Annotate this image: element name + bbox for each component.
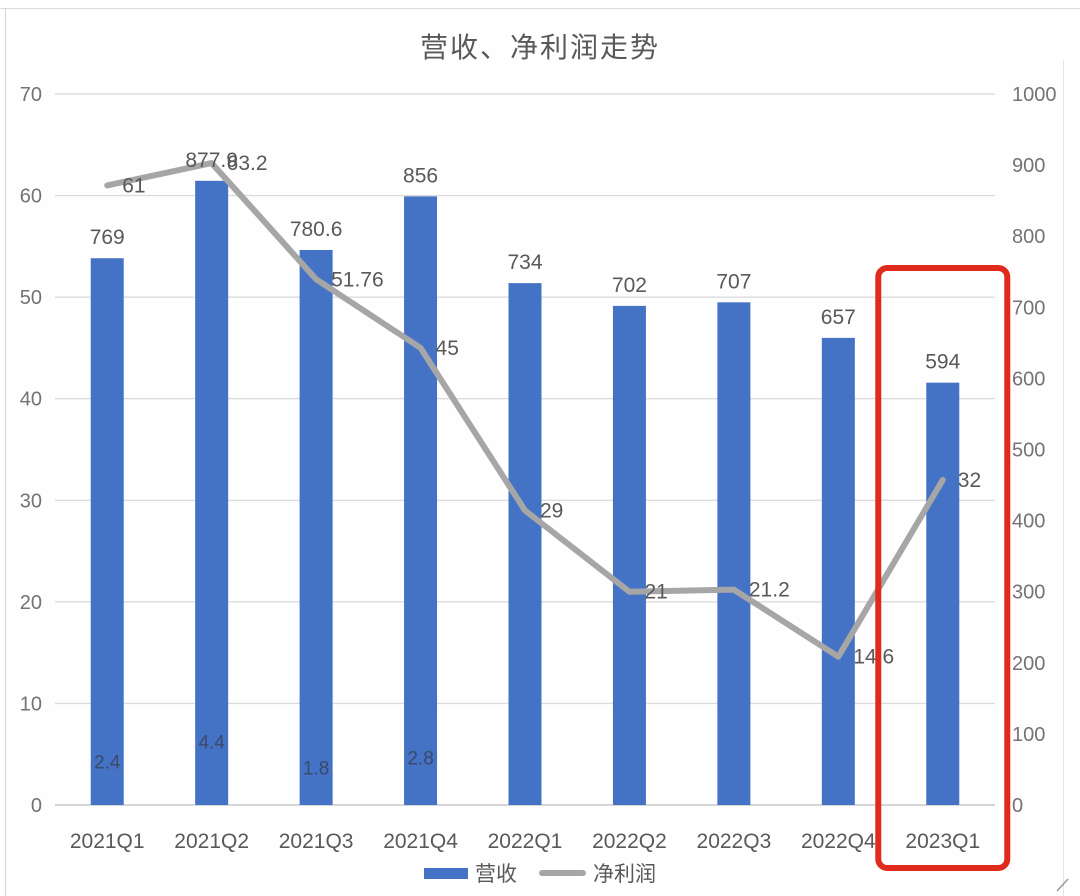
x-axis-label-2022Q4: 2022Q4 xyxy=(801,830,876,853)
chart-legend: 营收 净利润 xyxy=(0,858,1080,888)
right-axis-tick: 200 xyxy=(1012,653,1045,675)
bar-inner-label: 2.4 xyxy=(94,753,121,774)
highlight-red-box xyxy=(875,265,1011,871)
right-axis-tick: 100 xyxy=(1012,724,1045,746)
bar-2022Q4 xyxy=(821,337,855,805)
x-axis-label-2022Q3: 2022Q3 xyxy=(697,830,772,853)
line-value-label: 32 xyxy=(958,469,981,492)
line-value-label: 51.76 xyxy=(331,268,384,291)
bar-inner-label: 1.8 xyxy=(303,759,329,780)
bar-value-label: 856 xyxy=(403,164,438,187)
bar-2022Q1 xyxy=(508,283,542,806)
bar-value-label: 877.9 xyxy=(185,149,238,172)
right-axis-tick: 900 xyxy=(1012,155,1045,177)
x-axis-label-2021Q3: 2021Q3 xyxy=(279,830,354,853)
bar-value-label: 734 xyxy=(507,251,542,274)
bar-value-label: 657 xyxy=(821,306,856,329)
x-axis-label-2022Q2: 2022Q2 xyxy=(592,830,667,853)
line-value-label: 14.6 xyxy=(853,646,894,669)
bar-2021Q3 xyxy=(299,249,333,805)
x-axis-label-2023Q1: 2023Q1 xyxy=(905,830,980,853)
left-axis-tick: 50 xyxy=(20,287,42,309)
x-axis-label-2022Q1: 2022Q1 xyxy=(488,830,563,853)
line-value-label: 45 xyxy=(436,337,459,360)
bar-2021Q4 xyxy=(404,196,438,805)
bar-value-label: 707 xyxy=(716,270,751,293)
bar-2021Q1 xyxy=(90,258,124,806)
right-axis-tick: 500 xyxy=(1012,440,1045,462)
frame-right-line xyxy=(1063,60,1064,896)
line-value-label: 63.2 xyxy=(227,152,268,175)
line-value-label: 29 xyxy=(540,499,563,522)
net-profit-line xyxy=(104,160,946,660)
bar-2022Q3 xyxy=(717,302,751,805)
left-axis-tick: 70 xyxy=(20,84,42,106)
frame-left-line xyxy=(5,8,6,896)
left-axis-tick: 10 xyxy=(20,693,42,715)
x-axis-label-2021Q2: 2021Q2 xyxy=(174,830,249,853)
right-axis-tick: 300 xyxy=(1012,582,1045,604)
bar-2023Q1 xyxy=(926,382,960,805)
bar-2021Q2 xyxy=(195,180,229,805)
corner-artifact-mark xyxy=(1056,878,1069,892)
bar-2022Q2 xyxy=(612,305,646,805)
line-value-label: 61 xyxy=(122,174,145,197)
legend-label-net-profit: 净利润 xyxy=(593,863,656,886)
revenue-bar-swatch-icon xyxy=(424,867,468,879)
left-axis-tick: 60 xyxy=(20,186,42,208)
bar-value-label: 594 xyxy=(925,351,960,374)
right-axis-tick: 1000 xyxy=(1012,84,1057,106)
bar-value-label: 702 xyxy=(612,274,647,297)
bar-inner-label: 2.8 xyxy=(407,749,433,770)
x-axis-label-2021Q4: 2021Q4 xyxy=(383,830,458,853)
line-value-label: 21 xyxy=(644,581,667,604)
right-axis-tick: 600 xyxy=(1012,368,1045,390)
left-axis-tick: 0 xyxy=(31,795,42,817)
line-value-label: 21.2 xyxy=(749,579,790,602)
right-axis-tick: 0 xyxy=(1012,795,1023,817)
x-axis-label-2021Q1: 2021Q1 xyxy=(70,830,145,853)
right-axis-tick: 700 xyxy=(1012,297,1045,319)
bar-value-label: 769 xyxy=(90,226,125,249)
legend-label-revenue: 营收 xyxy=(475,863,517,886)
bar-inner-label: 4.4 xyxy=(198,732,225,753)
right-axis-tick: 400 xyxy=(1012,511,1045,533)
legend-item-net-profit: 净利润 xyxy=(539,858,656,888)
bar-value-label: 780.6 xyxy=(290,218,343,241)
left-axis-tick: 40 xyxy=(20,389,42,411)
legend-item-revenue: 营收 xyxy=(424,858,517,888)
right-axis-tick: 800 xyxy=(1012,226,1045,248)
chart-title: 营收、净利润走势 xyxy=(419,32,660,63)
net-profit-line-swatch-icon xyxy=(539,870,586,876)
left-axis-tick: 30 xyxy=(20,490,42,512)
frame-top-line xyxy=(0,8,1080,9)
left-axis-tick: 20 xyxy=(20,592,42,614)
